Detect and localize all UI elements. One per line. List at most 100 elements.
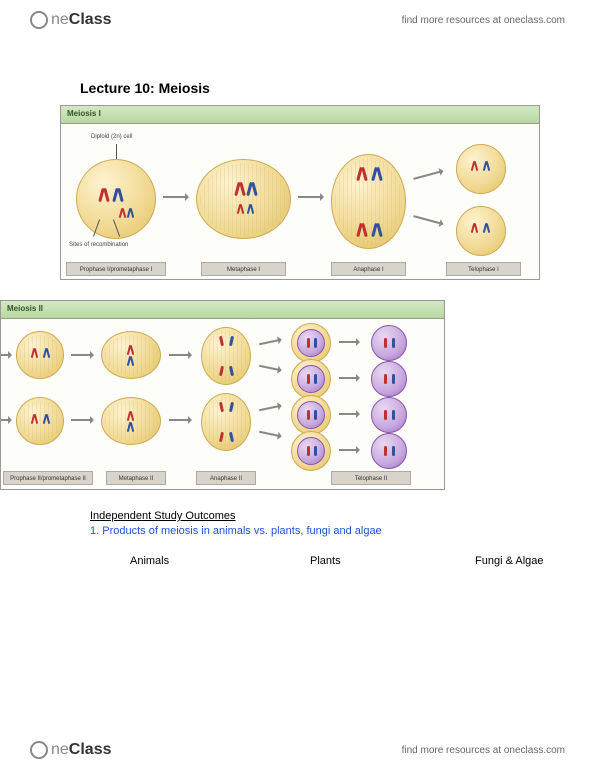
chrom-blue-icon xyxy=(372,167,382,181)
chrom-red-icon xyxy=(127,345,134,355)
cell-metaphase-2b xyxy=(101,397,161,445)
chrom-blue-icon xyxy=(127,356,134,366)
footer-tagline: find more resources at oneclass.com xyxy=(402,745,565,756)
cell-prophase-2b xyxy=(16,397,64,445)
chrom-red-icon xyxy=(127,411,134,421)
phase-label-metaphase-2: Metaphase II xyxy=(106,471,166,485)
annot-diploid: Diploid (2n) cell xyxy=(91,134,132,140)
chrom-red-icon xyxy=(99,188,109,202)
arrow-icon xyxy=(339,449,359,451)
cell-anaphase-2a xyxy=(201,327,251,385)
meiosis-2-title: Meiosis II xyxy=(1,301,444,319)
arrow-icon xyxy=(1,419,11,421)
arrow-icon xyxy=(169,354,191,356)
chrom-red-icon xyxy=(471,161,478,171)
meiosis-1-title: Meiosis I xyxy=(61,106,539,124)
page-title: Lecture 10: Meiosis xyxy=(80,80,210,96)
cell-anaphase-1 xyxy=(331,154,406,249)
cell-prophase-2a xyxy=(16,331,64,379)
chrom-blue-icon xyxy=(483,161,490,171)
chromatid-blue-icon xyxy=(392,338,395,348)
chromatid-red-icon xyxy=(384,374,387,384)
chrom-blue-icon xyxy=(247,182,257,196)
phase-label-anaphase-1: Anaphase I xyxy=(331,262,406,276)
chromatid-blue-icon xyxy=(314,446,317,456)
phase-label-telophase-2: Telophase II xyxy=(331,471,411,485)
arrow-icon xyxy=(413,170,442,180)
meiosis-1-panel: Meiosis I Diploid (2n) cell Sites of rec… xyxy=(60,105,540,280)
logo-text-light: ne xyxy=(51,741,69,759)
chromatid-red-icon xyxy=(384,410,387,420)
logo-text-light: ne xyxy=(51,11,69,29)
logo-text-dark: Class xyxy=(69,11,112,29)
chromatid-red-icon xyxy=(307,374,310,384)
arrow-icon xyxy=(259,431,281,438)
cell-telophase-2-outer xyxy=(291,395,331,435)
spindle-icon xyxy=(335,158,402,245)
chromatid-red-icon xyxy=(384,338,387,348)
study-item-1: 1. Products of meiosis in animals vs. pl… xyxy=(90,525,382,537)
chrom-blue-icon xyxy=(43,414,50,424)
spindle-icon xyxy=(205,331,247,381)
chrom-blue-icon xyxy=(372,223,382,237)
cell-anaphase-2b xyxy=(201,393,251,451)
cell-haploid xyxy=(371,325,407,361)
arrow-icon xyxy=(163,196,188,198)
chrom-blue-icon xyxy=(43,348,50,358)
column-plants: Plants xyxy=(310,555,341,567)
chrom-red-icon xyxy=(237,204,244,214)
cell-telophase-1b xyxy=(456,206,506,256)
study-item-num: 1. xyxy=(90,525,99,537)
arrow-icon xyxy=(71,354,93,356)
chrom-blue-icon xyxy=(247,204,254,214)
cell-telophase-2-outer xyxy=(291,323,331,363)
chrom-red-icon xyxy=(471,223,478,233)
brand-logo: neClass xyxy=(30,11,112,29)
nucleus-icon xyxy=(297,437,325,465)
chromatid-red-icon xyxy=(307,410,310,420)
chrom-red-icon xyxy=(357,223,367,237)
nucleus-icon xyxy=(297,329,325,357)
chromatid-blue-icon xyxy=(314,374,317,384)
cell-haploid xyxy=(371,433,407,469)
phase-label-prophase-1: Prophase I/prometaphase I xyxy=(66,262,166,276)
nucleus-icon xyxy=(297,365,325,393)
chrom-red-icon xyxy=(357,167,367,181)
cell-telophase-2-outer xyxy=(291,359,331,399)
chromatid-red-icon xyxy=(307,446,310,456)
spindle-icon xyxy=(20,335,60,375)
chrom-blue-icon xyxy=(127,422,134,432)
arrow-icon xyxy=(413,215,442,225)
header: neClass find more resources at oneclass.… xyxy=(0,5,595,35)
annot-recomb: Sites of recombination xyxy=(69,242,128,248)
meiosis-2-body: Prophase II/prometaphase II Metaphase II… xyxy=(1,319,444,489)
chromatid-blue-icon xyxy=(314,410,317,420)
cell-haploid xyxy=(371,397,407,433)
meiosis-2-panel: Meiosis II xyxy=(0,300,445,490)
chromatid-red-icon xyxy=(384,446,387,456)
study-heading: Independent Study Outcomes xyxy=(90,510,236,522)
spindle-icon xyxy=(205,397,247,447)
logo-circle-icon xyxy=(30,11,48,29)
meiosis-1-body: Diploid (2n) cell Sites of recombination xyxy=(61,124,539,279)
phase-label-anaphase-2: Anaphase II xyxy=(196,471,256,485)
logo-circle-icon xyxy=(30,741,48,759)
cell-metaphase-2a xyxy=(101,331,161,379)
column-fungi-algae: Fungi & Algae xyxy=(475,555,544,567)
header-tagline: find more resources at oneclass.com xyxy=(402,15,565,26)
chrom-blue-icon xyxy=(113,188,123,202)
chrom-red-icon xyxy=(235,182,245,196)
chromatid-blue-icon xyxy=(314,338,317,348)
column-animals: Animals xyxy=(130,555,169,567)
spindle-icon xyxy=(20,401,60,441)
arrow-icon xyxy=(339,377,359,379)
logo-text-dark: Class xyxy=(69,741,112,759)
arrow-icon xyxy=(1,354,11,356)
cell-metaphase-1 xyxy=(196,159,291,239)
cell-telophase-2-outer xyxy=(291,431,331,471)
cell-telophase-1a xyxy=(456,144,506,194)
chrom-red-icon xyxy=(31,414,38,424)
chromatid-blue-icon xyxy=(392,410,395,420)
arrow-icon xyxy=(169,419,191,421)
chrom-red-icon xyxy=(31,348,38,358)
